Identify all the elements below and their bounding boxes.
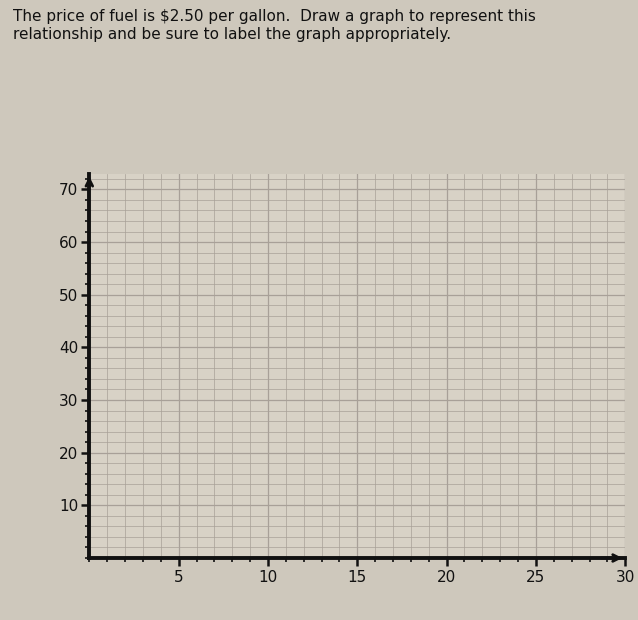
Text: The price of fuel is $2.50 per gallon.  Draw a graph to represent this
relations: The price of fuel is $2.50 per gallon. D… (13, 9, 536, 42)
